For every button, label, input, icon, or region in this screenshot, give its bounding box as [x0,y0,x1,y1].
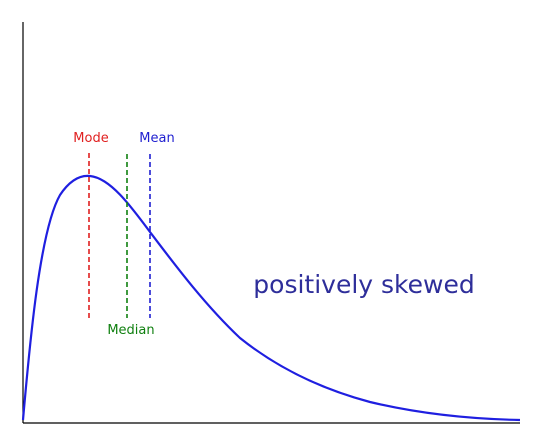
density-curve [21,174,521,422]
mode-label: Mode [73,131,108,146]
caption-text: positively skewed [253,270,474,299]
median-label: Median [107,323,154,338]
mean-label: Mean [139,131,174,146]
